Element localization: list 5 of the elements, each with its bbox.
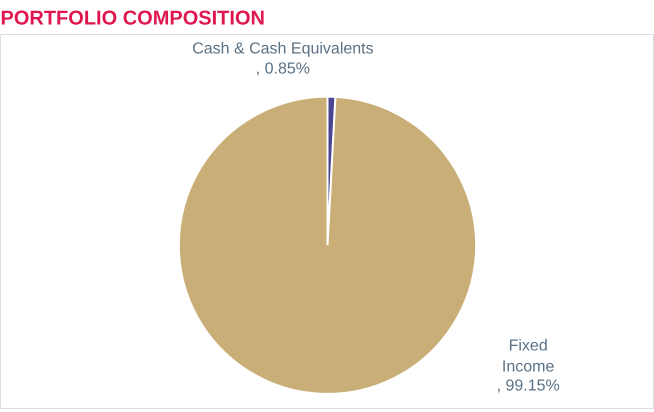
data-label: , 99.15% bbox=[496, 377, 560, 394]
slice-label: Cash & Cash Equivalents bbox=[192, 40, 374, 58]
data-label: , 0.85% bbox=[256, 60, 310, 78]
slice-label: Fixed Income bbox=[502, 337, 554, 376]
chart-title: PORTFOLIO COMPOSITION bbox=[0, 8, 265, 30]
